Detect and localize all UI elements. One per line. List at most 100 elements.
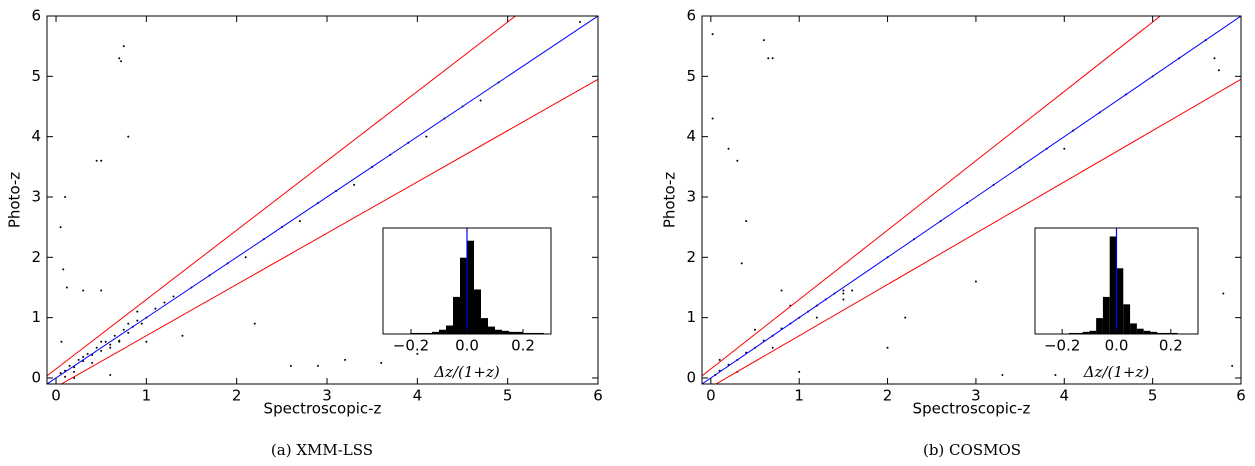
y-tick-label: 0 [31,368,41,386]
point [127,135,130,138]
x-tick-label: 6 [593,387,603,405]
point [711,33,714,36]
point [118,340,121,343]
point [163,301,166,304]
point [1001,373,1004,376]
reference-line [47,16,598,384]
plot-area [702,16,1241,384]
histogram-bar [425,332,432,334]
y-tick-label: 5 [686,67,696,85]
histogram-bar [495,329,502,334]
histogram-bar [446,325,453,334]
point [140,322,143,325]
point [86,352,89,355]
point [974,280,977,283]
point [767,57,770,60]
point [771,57,774,60]
y-axis-label: Photo-z [6,172,24,228]
y-tick-label: 6 [31,7,41,25]
point [253,322,256,325]
point [100,159,103,162]
histogram-bar [1143,330,1151,334]
point [154,307,157,310]
y-tick-label: 4 [31,127,41,145]
plot-area [47,16,598,384]
point [798,370,801,373]
point [59,226,62,229]
histogram-bar [460,257,467,334]
point [771,346,774,349]
histogram-bar [1102,296,1110,334]
histogram-bar [1089,330,1097,334]
point [172,295,175,298]
histogram-bar [1096,318,1103,334]
point [100,349,103,352]
reference-line [702,16,1161,377]
x-tick-label: 0.0 [455,337,479,355]
point [416,352,419,355]
point [68,364,71,367]
histogram-bar [1123,304,1131,334]
point [60,340,63,343]
y-tick-label: 2 [31,248,41,266]
point [136,319,139,322]
point [136,310,139,313]
point [1231,364,1234,367]
reference-line [60,78,598,384]
x-tick-label: 3 [322,387,332,405]
point [73,370,76,373]
point [316,364,319,367]
point [1217,69,1220,72]
caption: (a) XMM-LSS [271,441,373,459]
x-tick-label: −0.2 [1044,337,1080,355]
histogram-bar [439,329,446,334]
point [727,147,730,150]
point [298,220,301,223]
point [91,361,94,364]
point [64,195,67,198]
histogram-bar [502,330,509,334]
histogram-bar [432,331,439,334]
point [736,159,739,162]
x-tick-label: 6 [1236,387,1246,405]
histogram-bar [1170,332,1178,334]
x-axis-label: Spectroscopic-z [913,400,1031,418]
x-tick-label: 3 [971,387,981,405]
point [82,289,85,292]
point [82,355,85,358]
point [780,289,783,292]
reference-line [702,16,1241,384]
reference-line [47,16,516,377]
point [95,159,98,162]
point [64,375,67,378]
point [479,99,482,102]
y-tick-label: 3 [31,187,41,205]
axes-frame [46,15,599,385]
x-tick-label: 2 [232,387,242,405]
histogram-bar [467,240,474,334]
histogram-bar [1157,332,1165,334]
histogram-bar [488,326,495,334]
x-tick-label: −0.2 [393,337,429,355]
x-tick-label: 0.2 [1159,337,1183,355]
x-tick-label: 5 [503,387,513,405]
point [127,331,130,334]
point [815,316,818,319]
point [77,358,80,361]
y-tick-label: 4 [686,127,696,145]
histogram-bar [530,332,537,334]
point [122,328,125,331]
point [104,340,107,343]
x-tick-label: 0 [51,387,61,405]
histogram-bar [1130,323,1137,334]
point [762,39,765,42]
y-axis-label: Photo-z [661,172,679,228]
histogram-bar [418,332,425,334]
point [62,268,65,271]
y-tick-label: 5 [31,67,41,85]
histogram-bar [1136,328,1144,334]
histogram-bar [537,332,544,334]
x-tick-label: 4 [413,387,423,405]
point [740,262,743,265]
y-tick-label: 0 [686,368,696,386]
